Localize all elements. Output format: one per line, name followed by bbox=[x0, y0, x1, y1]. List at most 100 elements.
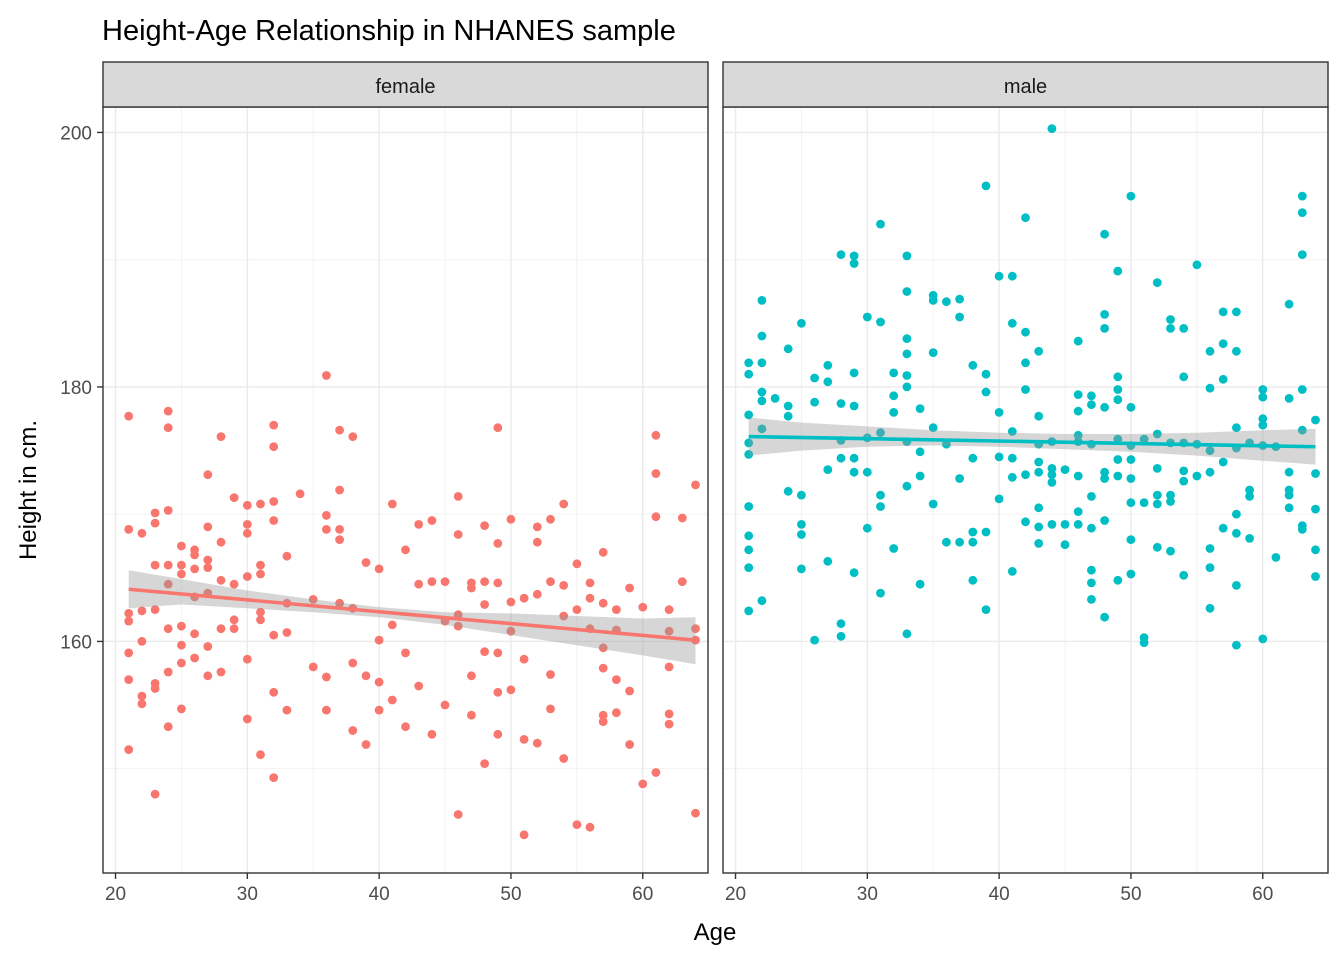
data-point bbox=[1311, 415, 1320, 425]
data-point bbox=[506, 626, 516, 636]
data-point bbox=[493, 423, 503, 433]
data-point bbox=[1152, 429, 1162, 439]
data-point bbox=[1087, 565, 1096, 575]
data-point bbox=[625, 686, 634, 696]
data-point bbox=[1284, 490, 1294, 500]
data-point bbox=[335, 485, 344, 495]
data-point bbox=[256, 607, 265, 617]
data-point bbox=[585, 822, 595, 832]
data-point bbox=[757, 296, 767, 305]
data-point bbox=[1152, 490, 1162, 500]
data-point bbox=[374, 635, 384, 645]
data-point bbox=[744, 545, 754, 555]
data-point bbox=[216, 667, 226, 677]
data-point bbox=[163, 579, 173, 589]
data-point bbox=[1126, 455, 1136, 464]
x-axis-title: Age bbox=[694, 919, 737, 946]
data-point bbox=[638, 779, 648, 789]
data-point bbox=[942, 297, 951, 307]
data-point bbox=[467, 671, 476, 681]
data-point bbox=[1218, 523, 1228, 533]
data-point bbox=[836, 631, 846, 641]
data-point bbox=[783, 344, 793, 354]
data-point bbox=[994, 271, 1004, 281]
data-point bbox=[1297, 385, 1307, 394]
data-point bbox=[453, 621, 463, 631]
data-point bbox=[374, 705, 384, 715]
data-point bbox=[1073, 430, 1083, 440]
data-point bbox=[427, 577, 437, 586]
data-point bbox=[203, 642, 213, 651]
data-point bbox=[994, 452, 1004, 462]
data-point bbox=[823, 377, 833, 387]
data-point bbox=[242, 500, 252, 510]
data-point bbox=[942, 537, 951, 547]
data-point bbox=[994, 494, 1004, 504]
data-point bbox=[559, 499, 569, 509]
data-point bbox=[876, 428, 885, 438]
data-point bbox=[928, 499, 938, 509]
data-point bbox=[229, 624, 239, 634]
x-tick-label: 30 bbox=[857, 884, 878, 905]
data-point bbox=[810, 397, 819, 407]
data-point bbox=[1297, 525, 1307, 534]
data-point bbox=[968, 453, 978, 463]
data-point bbox=[770, 394, 780, 403]
data-point bbox=[203, 470, 213, 480]
data-point bbox=[546, 670, 555, 679]
data-point bbox=[216, 537, 226, 547]
data-point bbox=[1100, 324, 1109, 333]
x-tick-label: 20 bbox=[725, 884, 746, 905]
data-point bbox=[1152, 542, 1162, 552]
data-point bbox=[348, 658, 358, 668]
data-point bbox=[744, 563, 754, 572]
data-point bbox=[335, 425, 344, 435]
data-point bbox=[876, 502, 885, 511]
data-point bbox=[902, 251, 912, 261]
data-point bbox=[559, 754, 569, 763]
data-point bbox=[1218, 457, 1228, 467]
data-point bbox=[1100, 310, 1109, 319]
data-point bbox=[757, 387, 767, 397]
data-point bbox=[1179, 466, 1189, 476]
data-point bbox=[612, 708, 621, 718]
data-point bbox=[1034, 457, 1044, 467]
data-point bbox=[836, 399, 846, 408]
data-point bbox=[440, 577, 450, 586]
data-point bbox=[572, 559, 582, 569]
data-point bbox=[282, 705, 292, 715]
data-point bbox=[612, 605, 621, 614]
data-point bbox=[836, 619, 846, 628]
data-point bbox=[664, 719, 674, 729]
data-point bbox=[1245, 534, 1254, 543]
panel-female: female 20 30 40 50 60 160 180 200 bbox=[60, 61, 709, 905]
data-point bbox=[559, 581, 569, 590]
data-point bbox=[532, 522, 542, 532]
data-point bbox=[150, 684, 160, 693]
data-point bbox=[124, 525, 134, 534]
data-point bbox=[1100, 229, 1109, 239]
data-point bbox=[546, 704, 555, 714]
data-point bbox=[572, 605, 582, 614]
data-point bbox=[1126, 498, 1136, 508]
data-point bbox=[968, 527, 978, 537]
data-point bbox=[163, 667, 173, 677]
data-point bbox=[823, 465, 833, 474]
data-point bbox=[387, 620, 397, 630]
data-point bbox=[242, 520, 252, 529]
data-point bbox=[1245, 492, 1254, 501]
x-tick-label: 60 bbox=[1252, 884, 1273, 905]
data-point bbox=[849, 401, 859, 411]
data-point bbox=[532, 589, 542, 599]
data-point bbox=[506, 514, 516, 524]
data-point bbox=[177, 704, 186, 714]
data-point bbox=[414, 681, 424, 691]
data-point bbox=[744, 531, 754, 541]
data-point bbox=[757, 331, 767, 341]
x-tick-label: 30 bbox=[237, 884, 258, 905]
data-point bbox=[585, 578, 595, 588]
data-point bbox=[203, 522, 213, 532]
panels: female 20 30 40 50 60 160 180 200 male 20 30 40 50 60 bbox=[60, 61, 1329, 905]
data-point bbox=[256, 560, 265, 570]
data-point bbox=[1007, 453, 1017, 463]
